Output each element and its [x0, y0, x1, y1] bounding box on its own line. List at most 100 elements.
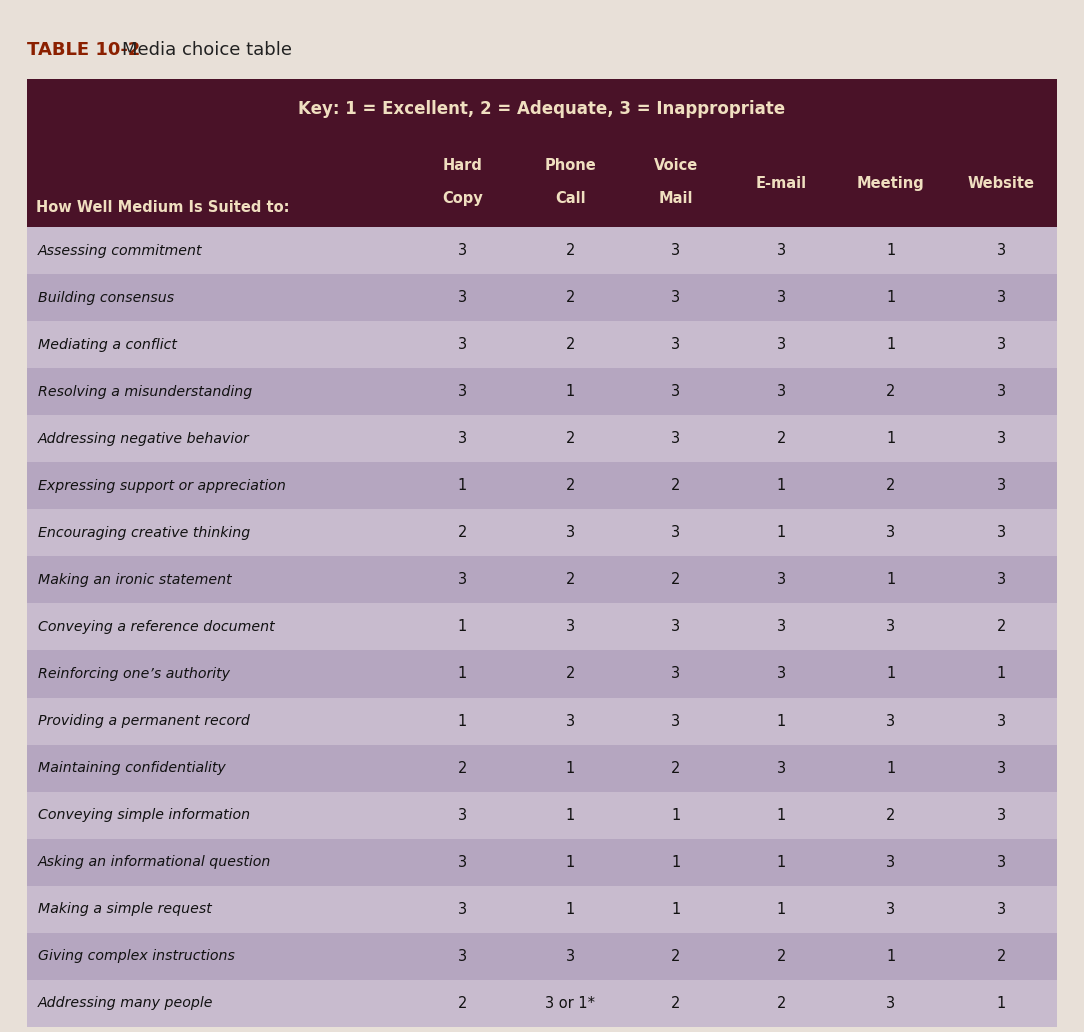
Text: 1: 1 — [886, 573, 895, 587]
Text: 1: 1 — [457, 667, 467, 681]
Text: Giving complex instructions: Giving complex instructions — [38, 949, 235, 963]
Text: 1: 1 — [566, 761, 575, 776]
Bar — [27, 227, 1057, 275]
Text: 1: 1 — [886, 431, 895, 446]
Text: 2: 2 — [671, 948, 681, 964]
Text: 1: 1 — [671, 854, 681, 870]
Text: Expressing support or appreciation: Expressing support or appreciation — [38, 479, 286, 493]
Text: Call: Call — [555, 192, 585, 206]
Text: 3: 3 — [886, 525, 895, 541]
Bar — [27, 415, 1057, 462]
Text: 3: 3 — [777, 244, 786, 258]
Text: 1: 1 — [886, 761, 895, 776]
Text: 1: 1 — [777, 525, 786, 541]
Text: Copy: Copy — [442, 192, 482, 206]
Text: 3: 3 — [996, 384, 1006, 399]
Text: 3: 3 — [777, 619, 786, 635]
Text: 3: 3 — [996, 337, 1006, 352]
Text: Maintaining confidentiality: Maintaining confidentiality — [38, 761, 225, 775]
Text: 3: 3 — [671, 431, 681, 446]
Text: 2: 2 — [671, 478, 681, 493]
Text: 1: 1 — [886, 667, 895, 681]
Text: 2: 2 — [886, 384, 895, 399]
Text: 1: 1 — [457, 478, 467, 493]
Text: 3: 3 — [886, 902, 895, 916]
Text: 3: 3 — [886, 619, 895, 635]
Text: 3: 3 — [457, 808, 467, 823]
Text: 3: 3 — [996, 431, 1006, 446]
Text: 3: 3 — [886, 854, 895, 870]
Bar — [27, 368, 1057, 415]
Text: 3: 3 — [671, 290, 681, 305]
Text: Mediating a conflict: Mediating a conflict — [38, 337, 177, 352]
Text: 3: 3 — [886, 713, 895, 729]
Text: 2: 2 — [566, 573, 575, 587]
Text: TABLE 10-2: TABLE 10-2 — [27, 41, 141, 59]
Text: 3: 3 — [777, 667, 786, 681]
Text: Website: Website — [968, 175, 1035, 191]
Text: 2: 2 — [886, 478, 895, 493]
Text: 1: 1 — [886, 337, 895, 352]
Text: 3: 3 — [996, 902, 1006, 916]
Text: 1: 1 — [886, 948, 895, 964]
Text: 2: 2 — [566, 667, 575, 681]
Text: 2: 2 — [886, 808, 895, 823]
Text: 3: 3 — [566, 948, 575, 964]
Text: 3: 3 — [777, 384, 786, 399]
Text: 2: 2 — [671, 996, 681, 1010]
Text: 2: 2 — [457, 996, 467, 1010]
Text: 2: 2 — [457, 525, 467, 541]
Bar — [27, 79, 1057, 139]
Bar — [27, 933, 1057, 979]
Text: Media choice table: Media choice table — [122, 41, 293, 59]
Text: 3: 3 — [777, 573, 786, 587]
Bar — [27, 698, 1057, 744]
Text: 2: 2 — [566, 337, 575, 352]
Text: 3: 3 — [566, 525, 575, 541]
Text: 1: 1 — [777, 854, 786, 870]
Text: Voice: Voice — [654, 158, 698, 173]
Text: 1: 1 — [671, 808, 681, 823]
Text: Addressing many people: Addressing many people — [38, 996, 214, 1010]
Bar — [27, 556, 1057, 604]
Text: 1: 1 — [777, 808, 786, 823]
Text: 2: 2 — [996, 619, 1006, 635]
Text: Encouraging creative thinking: Encouraging creative thinking — [38, 526, 250, 540]
Bar — [27, 510, 1057, 556]
Bar — [27, 139, 1057, 227]
Text: 3: 3 — [996, 478, 1006, 493]
Text: 1: 1 — [457, 713, 467, 729]
Text: 3: 3 — [777, 761, 786, 776]
Text: 1: 1 — [566, 808, 575, 823]
Text: Addressing negative behavior: Addressing negative behavior — [38, 431, 249, 446]
Text: Conveying a reference document: Conveying a reference document — [38, 620, 274, 634]
Text: Key: 1 = Excellent, 2 = Adequate, 3 = Inappropriate: Key: 1 = Excellent, 2 = Adequate, 3 = In… — [298, 100, 786, 119]
Text: 2: 2 — [566, 478, 575, 493]
Text: 1: 1 — [457, 619, 467, 635]
Text: 2: 2 — [777, 431, 786, 446]
Text: 3: 3 — [671, 337, 681, 352]
Text: 3: 3 — [777, 337, 786, 352]
Text: 3: 3 — [996, 713, 1006, 729]
Text: 3: 3 — [457, 431, 467, 446]
Text: 1: 1 — [996, 996, 1006, 1010]
Text: Conveying simple information: Conveying simple information — [38, 808, 250, 823]
Text: 2: 2 — [457, 761, 467, 776]
Text: 3: 3 — [671, 713, 681, 729]
Text: 3: 3 — [566, 619, 575, 635]
Text: 2: 2 — [996, 948, 1006, 964]
Text: Making an ironic statement: Making an ironic statement — [38, 573, 232, 587]
Text: 1: 1 — [566, 384, 575, 399]
Text: 3: 3 — [457, 573, 467, 587]
Text: Meeting: Meeting — [856, 175, 925, 191]
Text: 3: 3 — [671, 619, 681, 635]
Bar — [27, 650, 1057, 698]
Bar — [27, 839, 1057, 885]
Text: Mail: Mail — [659, 192, 693, 206]
Text: 3: 3 — [671, 525, 681, 541]
Text: 2: 2 — [777, 996, 786, 1010]
Text: Phone: Phone — [544, 158, 596, 173]
Text: 3: 3 — [457, 337, 467, 352]
Text: 3: 3 — [457, 384, 467, 399]
Text: How Well Medium Is Suited to:: How Well Medium Is Suited to: — [36, 200, 289, 216]
